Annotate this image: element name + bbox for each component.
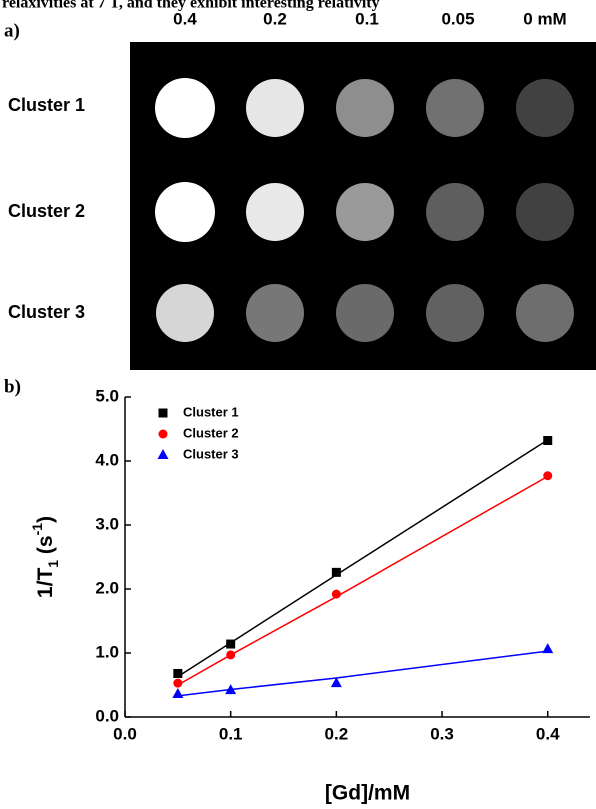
y-tick-label: 4.0: [95, 450, 119, 469]
legend-label: Cluster 3: [183, 446, 239, 461]
legend-entry: Cluster 1: [159, 404, 239, 419]
y-axis-label: 1/T1 (s-1): [29, 516, 61, 598]
x-tick-label: 0.2: [325, 724, 349, 743]
phantom: [426, 284, 484, 342]
marker: [159, 409, 168, 418]
row-label: Cluster 1: [8, 95, 85, 115]
column-label: 0.1: [355, 9, 379, 28]
y-tick-label: 3.0: [95, 514, 119, 533]
marker: [172, 688, 183, 698]
marker: [159, 430, 168, 439]
phantom: [426, 183, 484, 241]
marker: [226, 650, 235, 659]
y-axis-label-part: ): [34, 516, 57, 523]
phantom: [246, 79, 304, 137]
panel-label: b): [4, 376, 21, 397]
row-label: Cluster 3: [8, 302, 85, 322]
marker: [226, 640, 235, 649]
figure: relaxivities at 7 T, and they exhibit in…: [0, 0, 596, 809]
phantom: [336, 183, 394, 241]
y-tick-label: 0.0: [95, 706, 119, 725]
y-tick-label: 1.0: [95, 642, 119, 661]
phantom: [155, 182, 215, 242]
marker: [173, 669, 182, 678]
phantom: [246, 183, 304, 241]
phantom: [336, 79, 394, 137]
x-tick-label: 0.1: [219, 724, 243, 743]
phantom: [516, 79, 574, 137]
column-label: 0 mM: [523, 9, 566, 28]
legend-label: Cluster 2: [183, 425, 239, 440]
marker: [158, 449, 169, 459]
y-axis-label-part: (s: [34, 535, 57, 560]
phantom: [155, 78, 215, 138]
phantom: [246, 284, 304, 342]
x-axis-label: [Gd]/mM: [325, 782, 410, 805]
column-label: 0.2: [263, 9, 287, 28]
x-tick-label: 0.4: [536, 724, 560, 743]
marker: [542, 643, 553, 653]
marker: [332, 590, 341, 599]
x-tick-label: 0.3: [430, 724, 454, 743]
panel-label: a): [4, 20, 20, 41]
legend-label: Cluster 1: [183, 404, 239, 419]
marker: [543, 471, 552, 480]
marker: [173, 679, 182, 688]
row-label: Cluster 2: [8, 201, 85, 221]
column-label: 0.4: [173, 9, 197, 28]
y-axis-label-part: 1: [45, 560, 61, 568]
y-axis-label-part: 1/T: [34, 568, 57, 599]
phantom: [426, 79, 484, 137]
phantom: [336, 284, 394, 342]
phantom: [156, 284, 214, 342]
legend-entry: Cluster 3: [158, 446, 239, 461]
x-tick-label: 0.0: [113, 724, 137, 743]
chart: 0.0 1.0 2.0 3.0 4.0 5.0 0.0 0.1 0.2 0.3 0.4 [Gd]/mM…: [29, 386, 590, 804]
legend-entry: Cluster 2: [159, 425, 239, 440]
y-tick-label: 5.0: [95, 386, 119, 405]
marker: [332, 568, 341, 577]
y-tick-label: 2.0: [95, 578, 119, 597]
y-axis-label-part: -1: [29, 523, 45, 536]
phantom: [516, 183, 574, 241]
phantom: [516, 284, 574, 342]
column-label: 0.05: [441, 9, 474, 28]
marker: [543, 436, 552, 445]
